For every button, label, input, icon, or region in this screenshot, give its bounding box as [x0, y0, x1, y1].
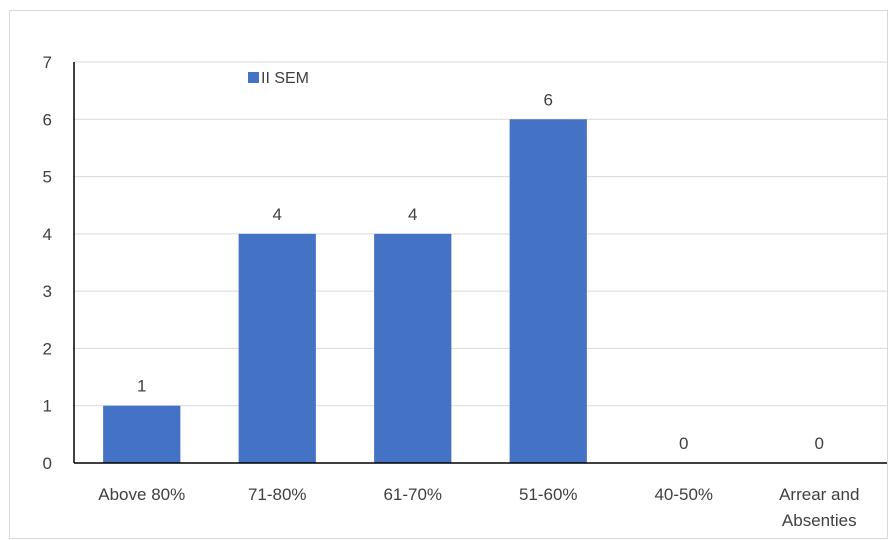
y-tick-label: 6 [43, 110, 52, 129]
y-tick-label: 5 [43, 168, 52, 187]
y-tick-label: 3 [43, 282, 52, 301]
y-tick-label: 0 [43, 454, 52, 473]
y-tick-label: 7 [43, 53, 52, 72]
gridlines [74, 61, 887, 407]
data-label: 4 [273, 205, 282, 224]
legend-label: II SEM [261, 70, 309, 87]
x-tick-label: 40-50% [654, 485, 713, 504]
y-tick-label: 4 [43, 225, 52, 244]
data-labels: 1 4 4 6 0 0 [137, 90, 824, 453]
bar [238, 233, 316, 463]
bars [103, 119, 587, 464]
data-label: 6 [544, 90, 553, 109]
data-label: 0 [815, 434, 824, 453]
x-axis-tick-labels: Above 80% 71-80% 61-70% 51-60% 40-50% Arrear … [98, 485, 859, 530]
legend-swatch [248, 72, 259, 83]
data-label: 0 [679, 434, 688, 453]
y-tick-label: 2 [43, 339, 52, 358]
bar [103, 405, 181, 463]
axes [73, 62, 887, 464]
bar [509, 119, 587, 464]
y-tick-label: 1 [43, 397, 52, 416]
x-tick-label: 51-60% [519, 485, 578, 504]
data-label: 1 [137, 377, 146, 396]
x-tick-label: 61-70% [383, 485, 442, 504]
y-axis-tick-labels: 0 1 2 3 4 5 6 7 [43, 53, 52, 473]
x-tick-label: Arrear and Absenties [779, 485, 859, 530]
legend: II SEM [248, 70, 309, 87]
x-tick-label: Above 80% [98, 485, 185, 504]
data-label: 4 [408, 205, 417, 224]
x-tick-label: 71-80% [248, 485, 307, 504]
bar [374, 233, 452, 463]
